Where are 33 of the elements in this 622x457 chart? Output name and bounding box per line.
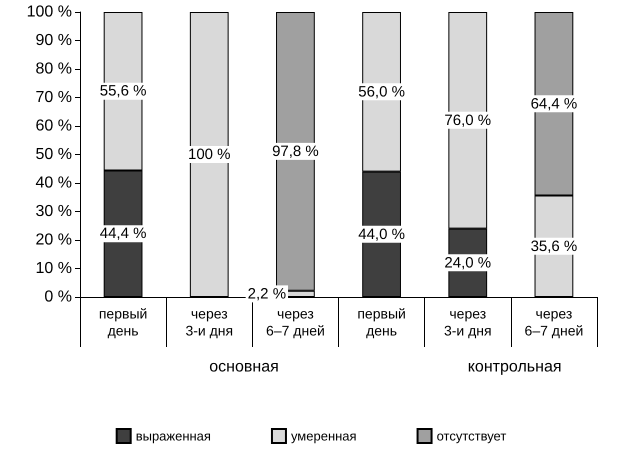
data-label: 55,6 % (100, 82, 146, 100)
data-label: 56,0 % (358, 83, 405, 100)
data-label: 64,4 % (530, 95, 578, 112)
y-tick-label: 0 % (44, 288, 72, 306)
legend-label: умеренная (290, 428, 357, 444)
data-label: 35,6 % (530, 238, 578, 255)
text: контрольная (468, 358, 562, 376)
x-tick-label: через 6–7 дней (266, 306, 325, 338)
x-tick-label: через 3-и дня (444, 306, 492, 338)
y-tick-label: 70 % (36, 89, 72, 106)
text: основная (209, 358, 279, 376)
y-tick-label: 90 % (36, 32, 72, 49)
legend-label: отсутствует (436, 428, 506, 444)
data-label: 44,4 % (100, 225, 146, 242)
x-tick-label: первый день (357, 306, 406, 338)
y-tick-label: 60 % (36, 118, 72, 134)
y-tick-label: 20 % (36, 232, 72, 248)
y-tick-label: 30 % (36, 203, 72, 220)
y-tick-label: 80 % (36, 60, 72, 78)
y-tick-label: 40 % (36, 174, 72, 192)
x-tick-label: через 6–7 дней (524, 306, 584, 338)
data-label: 100 % (188, 146, 231, 163)
x-tick-label: первый день (98, 306, 148, 338)
data-label: 24,0 % (444, 254, 492, 272)
y-tick-label: 10 % (36, 260, 72, 277)
x-tick-label: через 3-и дня (185, 306, 234, 338)
data-label: 76,0 % (444, 112, 492, 129)
y-tick-label: 50 % (36, 146, 72, 163)
data-label: 44,0 % (358, 226, 405, 243)
data-label: 97,8 % (272, 142, 319, 160)
data-label: 2,2 % (248, 285, 286, 302)
legend-label: выраженная (136, 428, 211, 444)
y-tick-label: 100 % (26, 4, 72, 20)
